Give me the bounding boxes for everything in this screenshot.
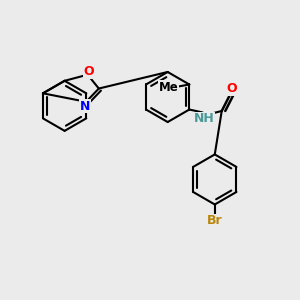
Text: Br: Br bbox=[207, 214, 223, 227]
Text: N: N bbox=[80, 100, 90, 113]
Text: Me: Me bbox=[159, 81, 178, 94]
Text: O: O bbox=[84, 65, 94, 78]
Text: O: O bbox=[226, 82, 237, 95]
Text: NH: NH bbox=[194, 112, 214, 125]
